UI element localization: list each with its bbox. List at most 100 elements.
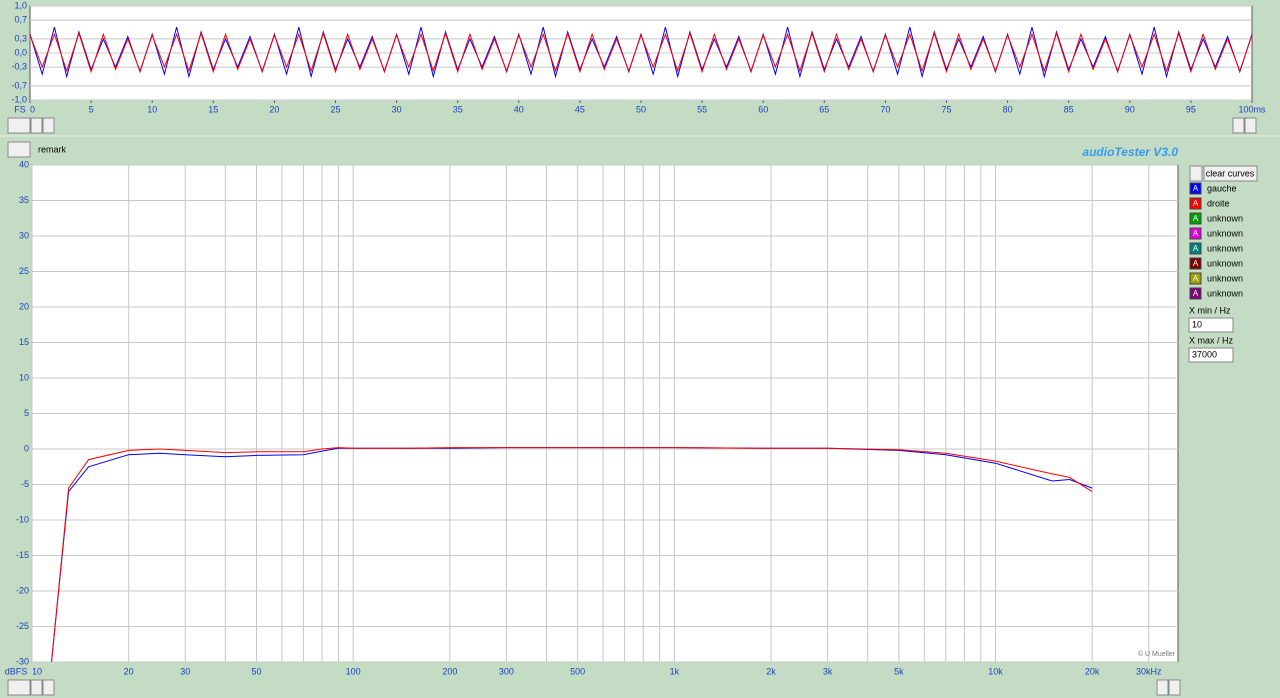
- x-tick-label: 95: [1186, 104, 1196, 114]
- y-unit: dBFS: [5, 666, 28, 676]
- legend-icon-letter[interactable]: A: [1193, 199, 1199, 208]
- x-tick-label: 60: [758, 104, 768, 114]
- clear-curves-label[interactable]: clear curves: [1206, 168, 1255, 178]
- spinner[interactable]: [7, 679, 31, 696]
- y-tick-label: 20: [19, 301, 29, 311]
- y-tick-label: -1,0: [11, 94, 27, 104]
- y-tick-label: -20: [16, 585, 29, 595]
- x-tick-label: 2k: [766, 666, 776, 676]
- x-tick-label: 15: [208, 104, 218, 114]
- x-tick-label: 20: [269, 104, 279, 114]
- x-tick-label: 25: [330, 104, 340, 114]
- y-tick-label: 30: [19, 230, 29, 240]
- y-tick-label: 0: [24, 443, 29, 453]
- legend-icon[interactable]: [1189, 287, 1202, 300]
- x-tick-label: 500: [570, 666, 585, 676]
- y-tick-label: 5: [24, 408, 29, 418]
- legend-icon[interactable]: [1189, 197, 1202, 210]
- x-tick-label: 20k: [1085, 666, 1100, 676]
- x-tick-label: 100: [346, 666, 361, 676]
- x-tick-label: 50: [636, 104, 646, 114]
- legend-icon-letter[interactable]: A: [1193, 289, 1199, 298]
- x-tick-label: 65: [819, 104, 829, 114]
- x-tick-label: 1k: [670, 666, 680, 676]
- xmin-input[interactable]: [1188, 317, 1234, 333]
- x-tick-label: 10k: [988, 666, 1003, 676]
- legend-icon-letter[interactable]: A: [1193, 274, 1199, 283]
- scroll-left[interactable]: [30, 117, 43, 134]
- legend-icon[interactable]: [1189, 212, 1202, 225]
- y-tick-label: -5: [21, 479, 29, 489]
- x-tick-label: 5: [89, 104, 94, 114]
- y-tick-label: 0,0: [14, 47, 27, 57]
- legend-icon-letter[interactable]: A: [1193, 259, 1199, 268]
- legend-icon[interactable]: [1189, 182, 1202, 195]
- x-tick-label: 45: [575, 104, 585, 114]
- y-tick-label: -10: [16, 514, 29, 524]
- y-tick-label: 40: [19, 159, 29, 169]
- annotation: © U Mueller: [1138, 650, 1176, 658]
- xmax-input[interactable]: [1188, 347, 1234, 363]
- x-tick-label: 70: [880, 104, 890, 114]
- xmin-label: X min / Hz: [1189, 305, 1231, 315]
- legend-label: unknown: [1207, 228, 1243, 238]
- top-controls: [7, 117, 1257, 696]
- app-title: audioTester V3.0: [1082, 145, 1178, 159]
- x-tick-label: 85: [1064, 104, 1074, 114]
- clear-curves-button[interactable]: [1203, 165, 1258, 182]
- series-line: [51, 447, 1093, 663]
- x-tick-label: 20: [124, 666, 134, 676]
- y-tick-label: 0,3: [14, 33, 27, 43]
- legend-icon-letter[interactable]: A: [1193, 244, 1199, 253]
- x-tick-label: 90: [1125, 104, 1135, 114]
- y-tick-label: 35: [19, 195, 29, 205]
- remark: remark: [38, 144, 67, 154]
- series-line: [29, 31, 1253, 74]
- spinner[interactable]: [7, 141, 31, 158]
- scroll-left[interactable]: [30, 679, 43, 696]
- legend-label: unknown: [1207, 243, 1243, 253]
- legend-icon-letter[interactable]: A: [1193, 229, 1199, 238]
- legend-icon[interactable]: [1189, 272, 1202, 285]
- legend-icon[interactable]: [1189, 257, 1202, 270]
- x-tick-label: 3k: [823, 666, 833, 676]
- y-tick-label: 10: [19, 372, 29, 382]
- y-tick-label: 15: [19, 337, 29, 347]
- y-tick-label: -0,3: [11, 61, 27, 71]
- legend-label: unknown: [1207, 273, 1243, 283]
- x-tick-label: 200: [442, 666, 457, 676]
- scroll-left[interactable]: [1232, 117, 1245, 134]
- legend-icon[interactable]: [1189, 227, 1202, 240]
- spinner[interactable]: [7, 117, 31, 134]
- xmin-value[interactable]: 10: [1192, 319, 1202, 329]
- y-tick-label: -0,7: [11, 80, 27, 90]
- y-tick-label: 0,7: [14, 14, 27, 24]
- x-tick-label: 300: [499, 666, 514, 676]
- y-tick-label: -25: [16, 621, 29, 631]
- x-tick-label: 0: [30, 104, 35, 114]
- legend-label: unknown: [1207, 213, 1243, 223]
- scroll-right[interactable]: [42, 117, 55, 134]
- x-tick-label: 35: [453, 104, 463, 114]
- scroll-right[interactable]: [42, 679, 55, 696]
- scroll-left[interactable]: [1156, 679, 1169, 696]
- xmax-value[interactable]: 37000: [1192, 349, 1217, 359]
- x-tick-label: 5k: [894, 666, 904, 676]
- legend-label: droite: [1207, 198, 1230, 208]
- y-unit: FS: [14, 104, 26, 114]
- y-tick-label: -30: [16, 656, 29, 666]
- spinner[interactable]: [1189, 165, 1203, 182]
- legend-icon-letter[interactable]: A: [1193, 214, 1199, 223]
- y-tick-label: 1,0: [14, 0, 27, 10]
- legend-label: gauche: [1207, 183, 1237, 193]
- legend-icon-letter[interactable]: A: [1193, 184, 1199, 193]
- x-tick-label: 50: [251, 666, 261, 676]
- x-tick-label: 10: [147, 104, 157, 114]
- scroll-right[interactable]: [1168, 679, 1181, 696]
- legend-label: unknown: [1207, 288, 1243, 298]
- scroll-right[interactable]: [1244, 117, 1257, 134]
- x-tick-label: 80: [1003, 104, 1013, 114]
- x-tick-label: 100ms: [1238, 104, 1266, 114]
- legend-icon[interactable]: [1189, 242, 1202, 255]
